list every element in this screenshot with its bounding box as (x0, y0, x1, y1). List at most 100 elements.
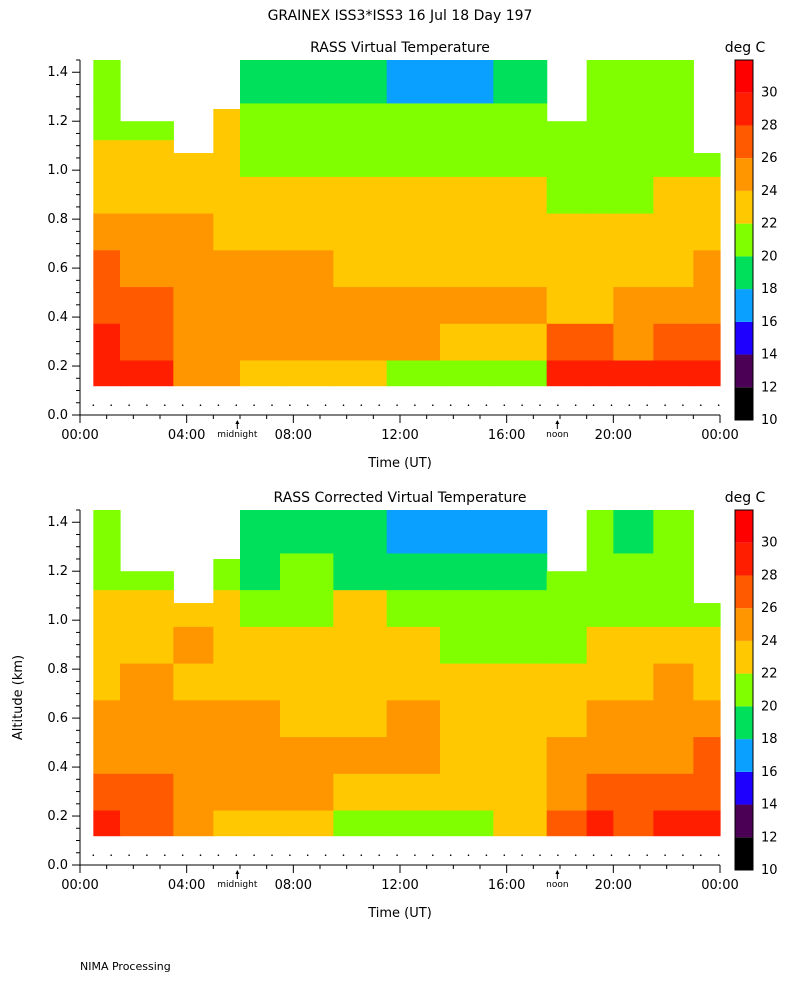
heatmap-cell (493, 773, 548, 811)
heatmap-cell (173, 699, 214, 738)
heatmap-cell (213, 108, 241, 141)
x-axis-label: Time (UT) (367, 456, 432, 471)
ground-dot (682, 404, 684, 407)
heatmap-cell (120, 286, 174, 324)
heatmap-cell (613, 213, 654, 251)
heatmap-cell (93, 60, 121, 104)
x-tick-label: 12:00 (381, 878, 418, 893)
heatmap-cell (280, 773, 334, 811)
heatmap-cell (386, 552, 441, 591)
heatmap-cell (386, 663, 441, 701)
colorbar-segment (735, 510, 753, 543)
x-tick-label: 16:00 (488, 428, 525, 443)
ground-dot (449, 404, 452, 407)
heatmap-cell (386, 323, 441, 361)
marker-arrow (555, 870, 560, 874)
ground-dot (628, 404, 631, 407)
heatmap-cell (586, 773, 614, 811)
heatmap-cell (613, 102, 654, 141)
heatmap-cell (586, 699, 614, 738)
ground-dot (664, 404, 666, 407)
heatmap-cell (693, 323, 721, 361)
colorbar-label: 20 (761, 249, 778, 264)
heatmap-cell (333, 139, 388, 177)
heatmap-cell (333, 589, 388, 627)
heatmap-cell (93, 699, 121, 738)
heatmap-cell (213, 809, 241, 837)
heatmap-cell (586, 359, 614, 387)
colorbar-segment (735, 771, 753, 805)
heatmap-cell (693, 249, 721, 288)
x-tick-label: 20:00 (595, 878, 632, 893)
heatmap-cell (280, 510, 334, 554)
ground-dot (432, 854, 434, 856)
heatmap-cell (546, 359, 588, 387)
heatmap-cell (120, 589, 174, 627)
heatmap-cell (653, 176, 694, 214)
heatmap-cell (280, 323, 334, 361)
x-tick-label: 04:00 (168, 878, 205, 893)
ground-dot (432, 404, 434, 407)
marker-arrow (235, 420, 240, 424)
heatmap-cell (280, 663, 334, 701)
heatmap-cell (546, 626, 588, 664)
heatmap-cell (586, 589, 614, 627)
ground-dot (253, 404, 255, 407)
colorbar-label: 24 (761, 634, 778, 649)
ground-dot (360, 854, 363, 856)
heatmap-cell (653, 213, 694, 251)
heatmap-cell (280, 60, 334, 104)
heatmap-cell (173, 736, 214, 774)
heatmap-cell (693, 736, 721, 774)
heatmap-cell (120, 736, 174, 774)
heatmap-cell (613, 359, 654, 387)
colorbar-label: 14 (761, 348, 778, 363)
heatmap-cell (653, 809, 694, 837)
heatmap-cell (493, 736, 548, 774)
heatmap-cell (613, 176, 654, 214)
heatmap-cell (693, 603, 721, 627)
colorbar-label: 20 (761, 699, 778, 714)
heatmap-cell (213, 213, 241, 251)
y-ticks (72, 59, 80, 416)
heatmap-cell (240, 249, 281, 288)
colorbar-segment (735, 706, 753, 740)
heatmap-cell (386, 626, 441, 664)
heatmap-cell (333, 176, 388, 214)
heatmap-cell (493, 139, 548, 177)
heatmap-cell (240, 359, 281, 387)
heatmap-cell (240, 663, 281, 701)
heatmap-cell (546, 736, 588, 774)
heatmap-cell (333, 359, 388, 387)
ground-dot (503, 854, 506, 856)
heatmap-cell (333, 60, 388, 104)
ground-dot (646, 854, 648, 856)
heatmap-cell (440, 663, 494, 701)
heatmap-cell (546, 571, 588, 591)
ground-dot (682, 854, 684, 856)
heatmap-cell (333, 102, 388, 141)
heatmap-cell (173, 603, 214, 627)
heatmap-cell (440, 699, 494, 738)
heatmap-cell (653, 510, 694, 554)
ground-dot (181, 854, 184, 856)
heatmap-cell (120, 176, 174, 214)
heatmap-cell (280, 552, 334, 591)
ground-dot (378, 854, 381, 856)
x-ticks (79, 415, 721, 423)
colorbar-label: 12 (761, 830, 778, 845)
colorbar-segment (735, 608, 753, 641)
x-tick-label: 04:00 (168, 428, 205, 443)
heatmap-cell (333, 699, 388, 738)
heatmap-cell (173, 809, 214, 837)
heatmap-cell (280, 139, 334, 177)
heatmap-cell (546, 213, 588, 251)
heatmap-cell (493, 249, 548, 288)
colorbar-segment (735, 158, 753, 191)
colorbar-label: 16 (761, 315, 778, 330)
colorbar-segment (735, 354, 753, 388)
ground-dot (467, 854, 470, 856)
heatmap-cell (653, 323, 694, 361)
x-tick-label: 08:00 (275, 428, 312, 443)
heatmap-cell (333, 663, 388, 701)
